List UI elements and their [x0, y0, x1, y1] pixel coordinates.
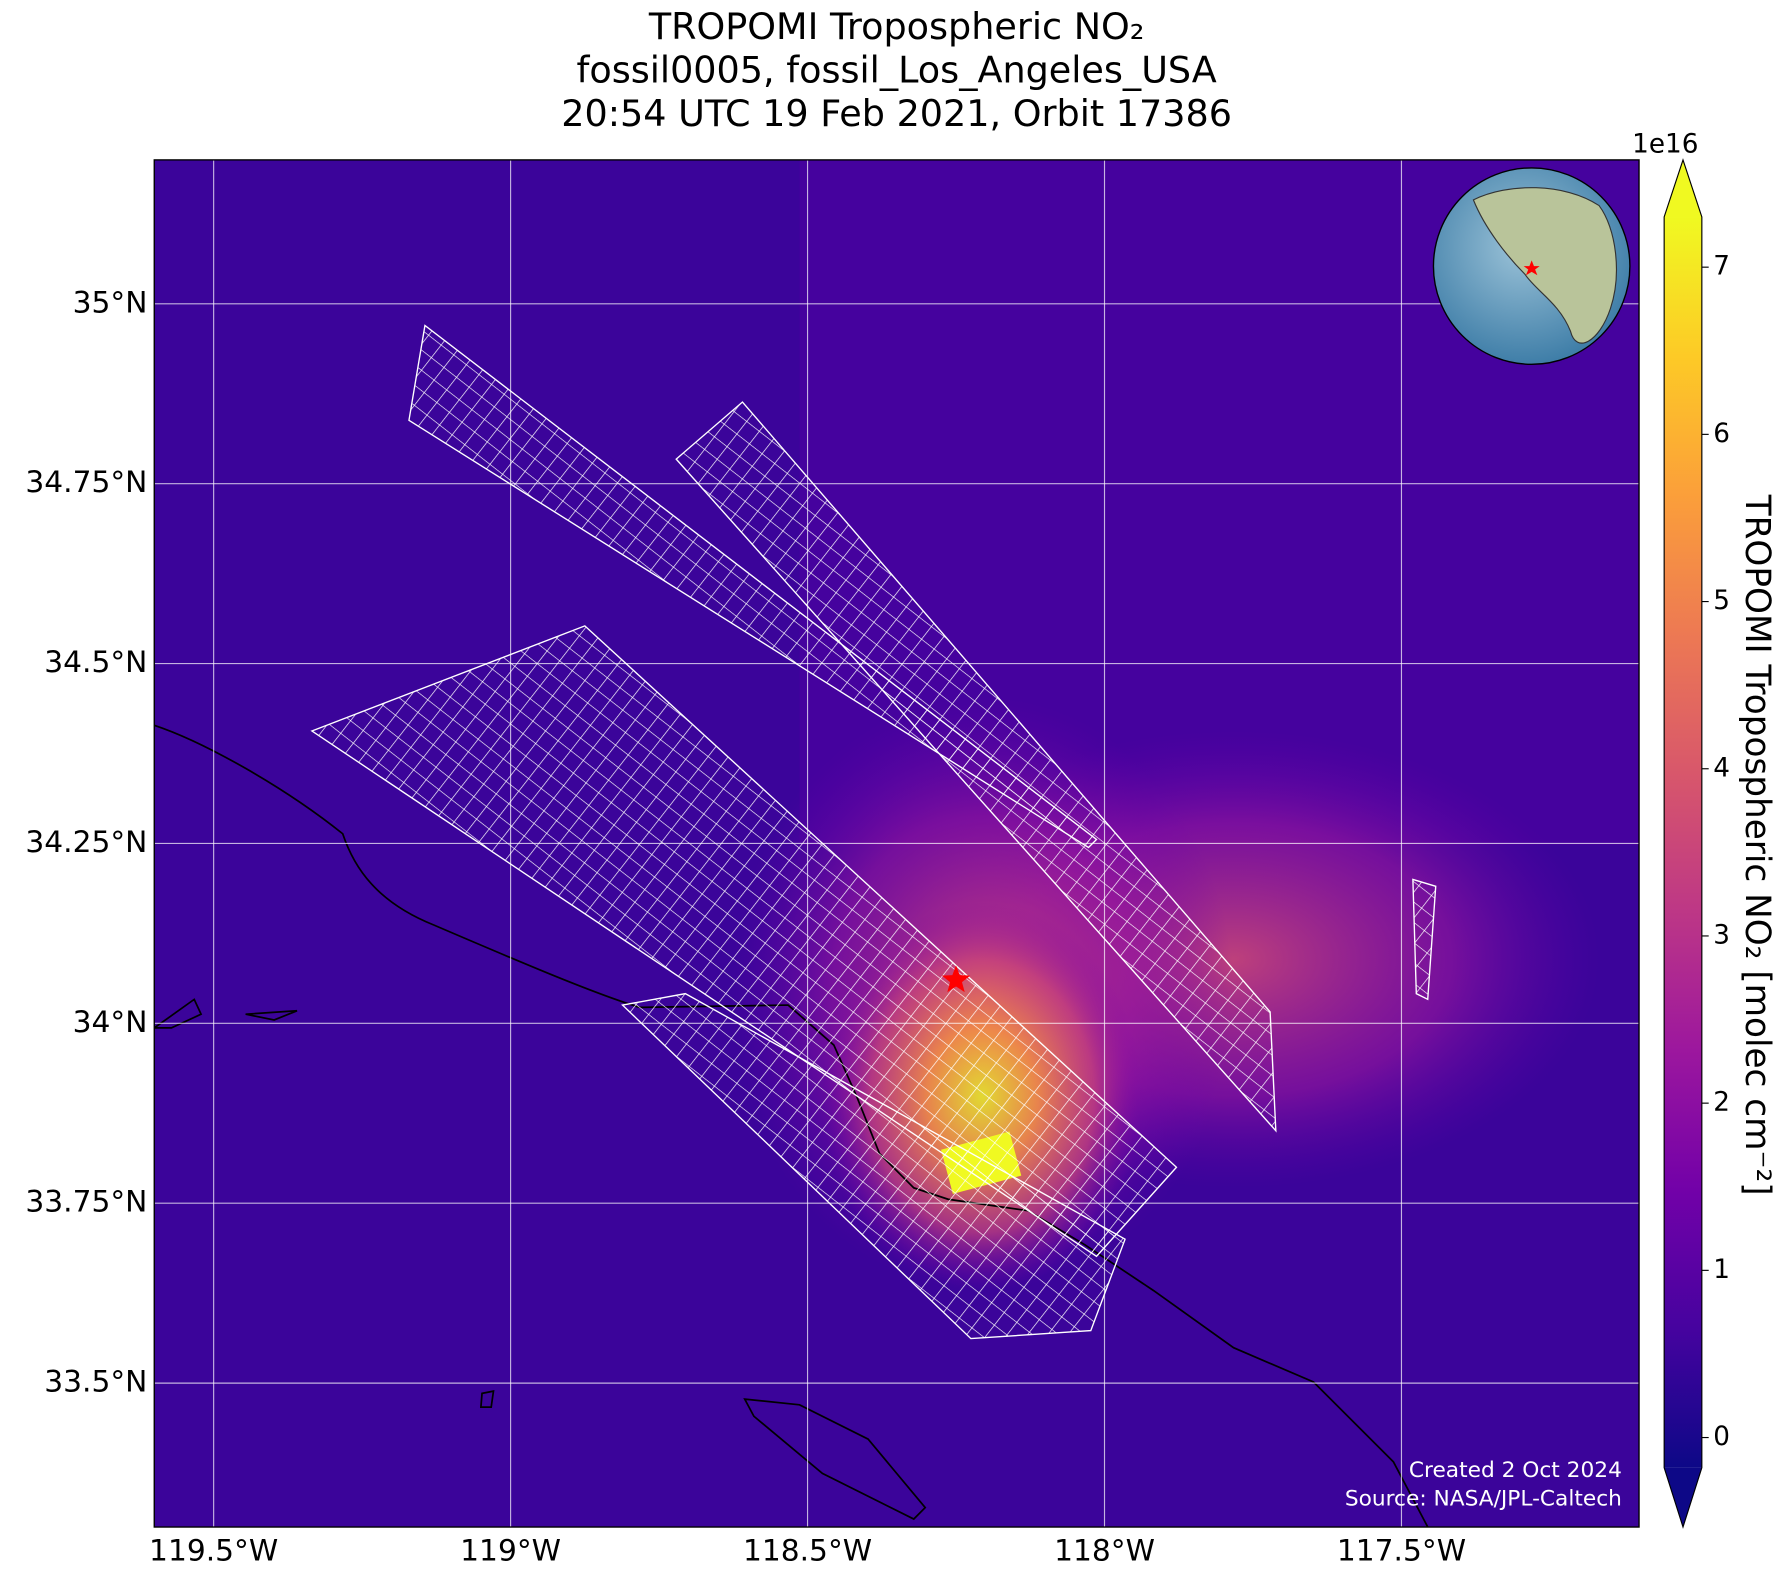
colorbar-tick-label: 2	[1713, 1088, 1730, 1118]
credit: Created 2 Oct 2024	[1409, 1458, 1622, 1483]
islands	[154, 998, 927, 1521]
colorbar-body	[1664, 217, 1702, 1468]
y-tick-label: 33.5°N	[44, 1365, 147, 1400]
globe-marker	[1523, 260, 1540, 276]
swath-grid	[1412, 878, 1437, 1001]
colorbar: 0 1 2 3 4 5 6 7 1e16 TROPOMI Tropospheric NO₂ [mo…	[1632, 130, 1777, 1529]
target-marker	[941, 965, 971, 993]
title-line: 20:54 UTC 19 Feb 2021, Orbit 17386	[561, 92, 1232, 135]
colorbar-tick-label: 1	[1713, 1255, 1730, 1285]
map-frame	[153, 159, 1640, 1528]
colorbar-tick-label: 7	[1713, 252, 1730, 282]
title-line: fossil0005, fossil_Los_Angeles_USA	[576, 48, 1216, 91]
x-tick-label: 119.5°W	[149, 1534, 278, 1569]
colorbar-tick-label: 6	[1713, 419, 1730, 449]
y-tick-label: 34.25°N	[25, 825, 147, 860]
x-tick-label: 118.5°W	[743, 1534, 872, 1569]
y-tick-label: 34.75°N	[25, 465, 147, 500]
map-area	[154, 159, 1640, 1528]
y-tick-label: 34°N	[73, 1005, 148, 1040]
colorbar-tick-label: 5	[1713, 586, 1730, 616]
colorbar-extend-max	[1664, 159, 1702, 218]
colorbar-multiplier: 1e16	[1632, 130, 1698, 160]
credit: Source: NASA/JPL-Caltech	[1345, 1487, 1622, 1512]
colorbar-label: TROPOMI Tropospheric NO₂ [molec cm⁻²]	[1737, 494, 1777, 1196]
x-tick-label: 118°W	[1054, 1534, 1155, 1569]
x-tick-label: 117.5°W	[1337, 1534, 1466, 1569]
colorbar-frame	[1663, 158, 1703, 1529]
colorbar-tick-label: 4	[1713, 753, 1730, 783]
continent	[1472, 187, 1617, 344]
colorbar-tick-label: 0	[1713, 1422, 1730, 1452]
swath-grid	[621, 992, 1126, 1340]
y-tick-label: 33.75°N	[25, 1185, 147, 1220]
colorbar-extend-min	[1664, 1467, 1702, 1528]
colorbar-tick-label: 3	[1713, 920, 1730, 950]
y-tick-label: 34.5°N	[44, 645, 147, 680]
swath-grid	[675, 401, 1277, 1133]
inset-globe	[1432, 167, 1631, 366]
title-line: TROPOMI Tropospheric NO₂	[648, 5, 1145, 48]
x-tick-label: 119°W	[460, 1534, 561, 1569]
y-tick-label: 35°N	[73, 285, 148, 320]
